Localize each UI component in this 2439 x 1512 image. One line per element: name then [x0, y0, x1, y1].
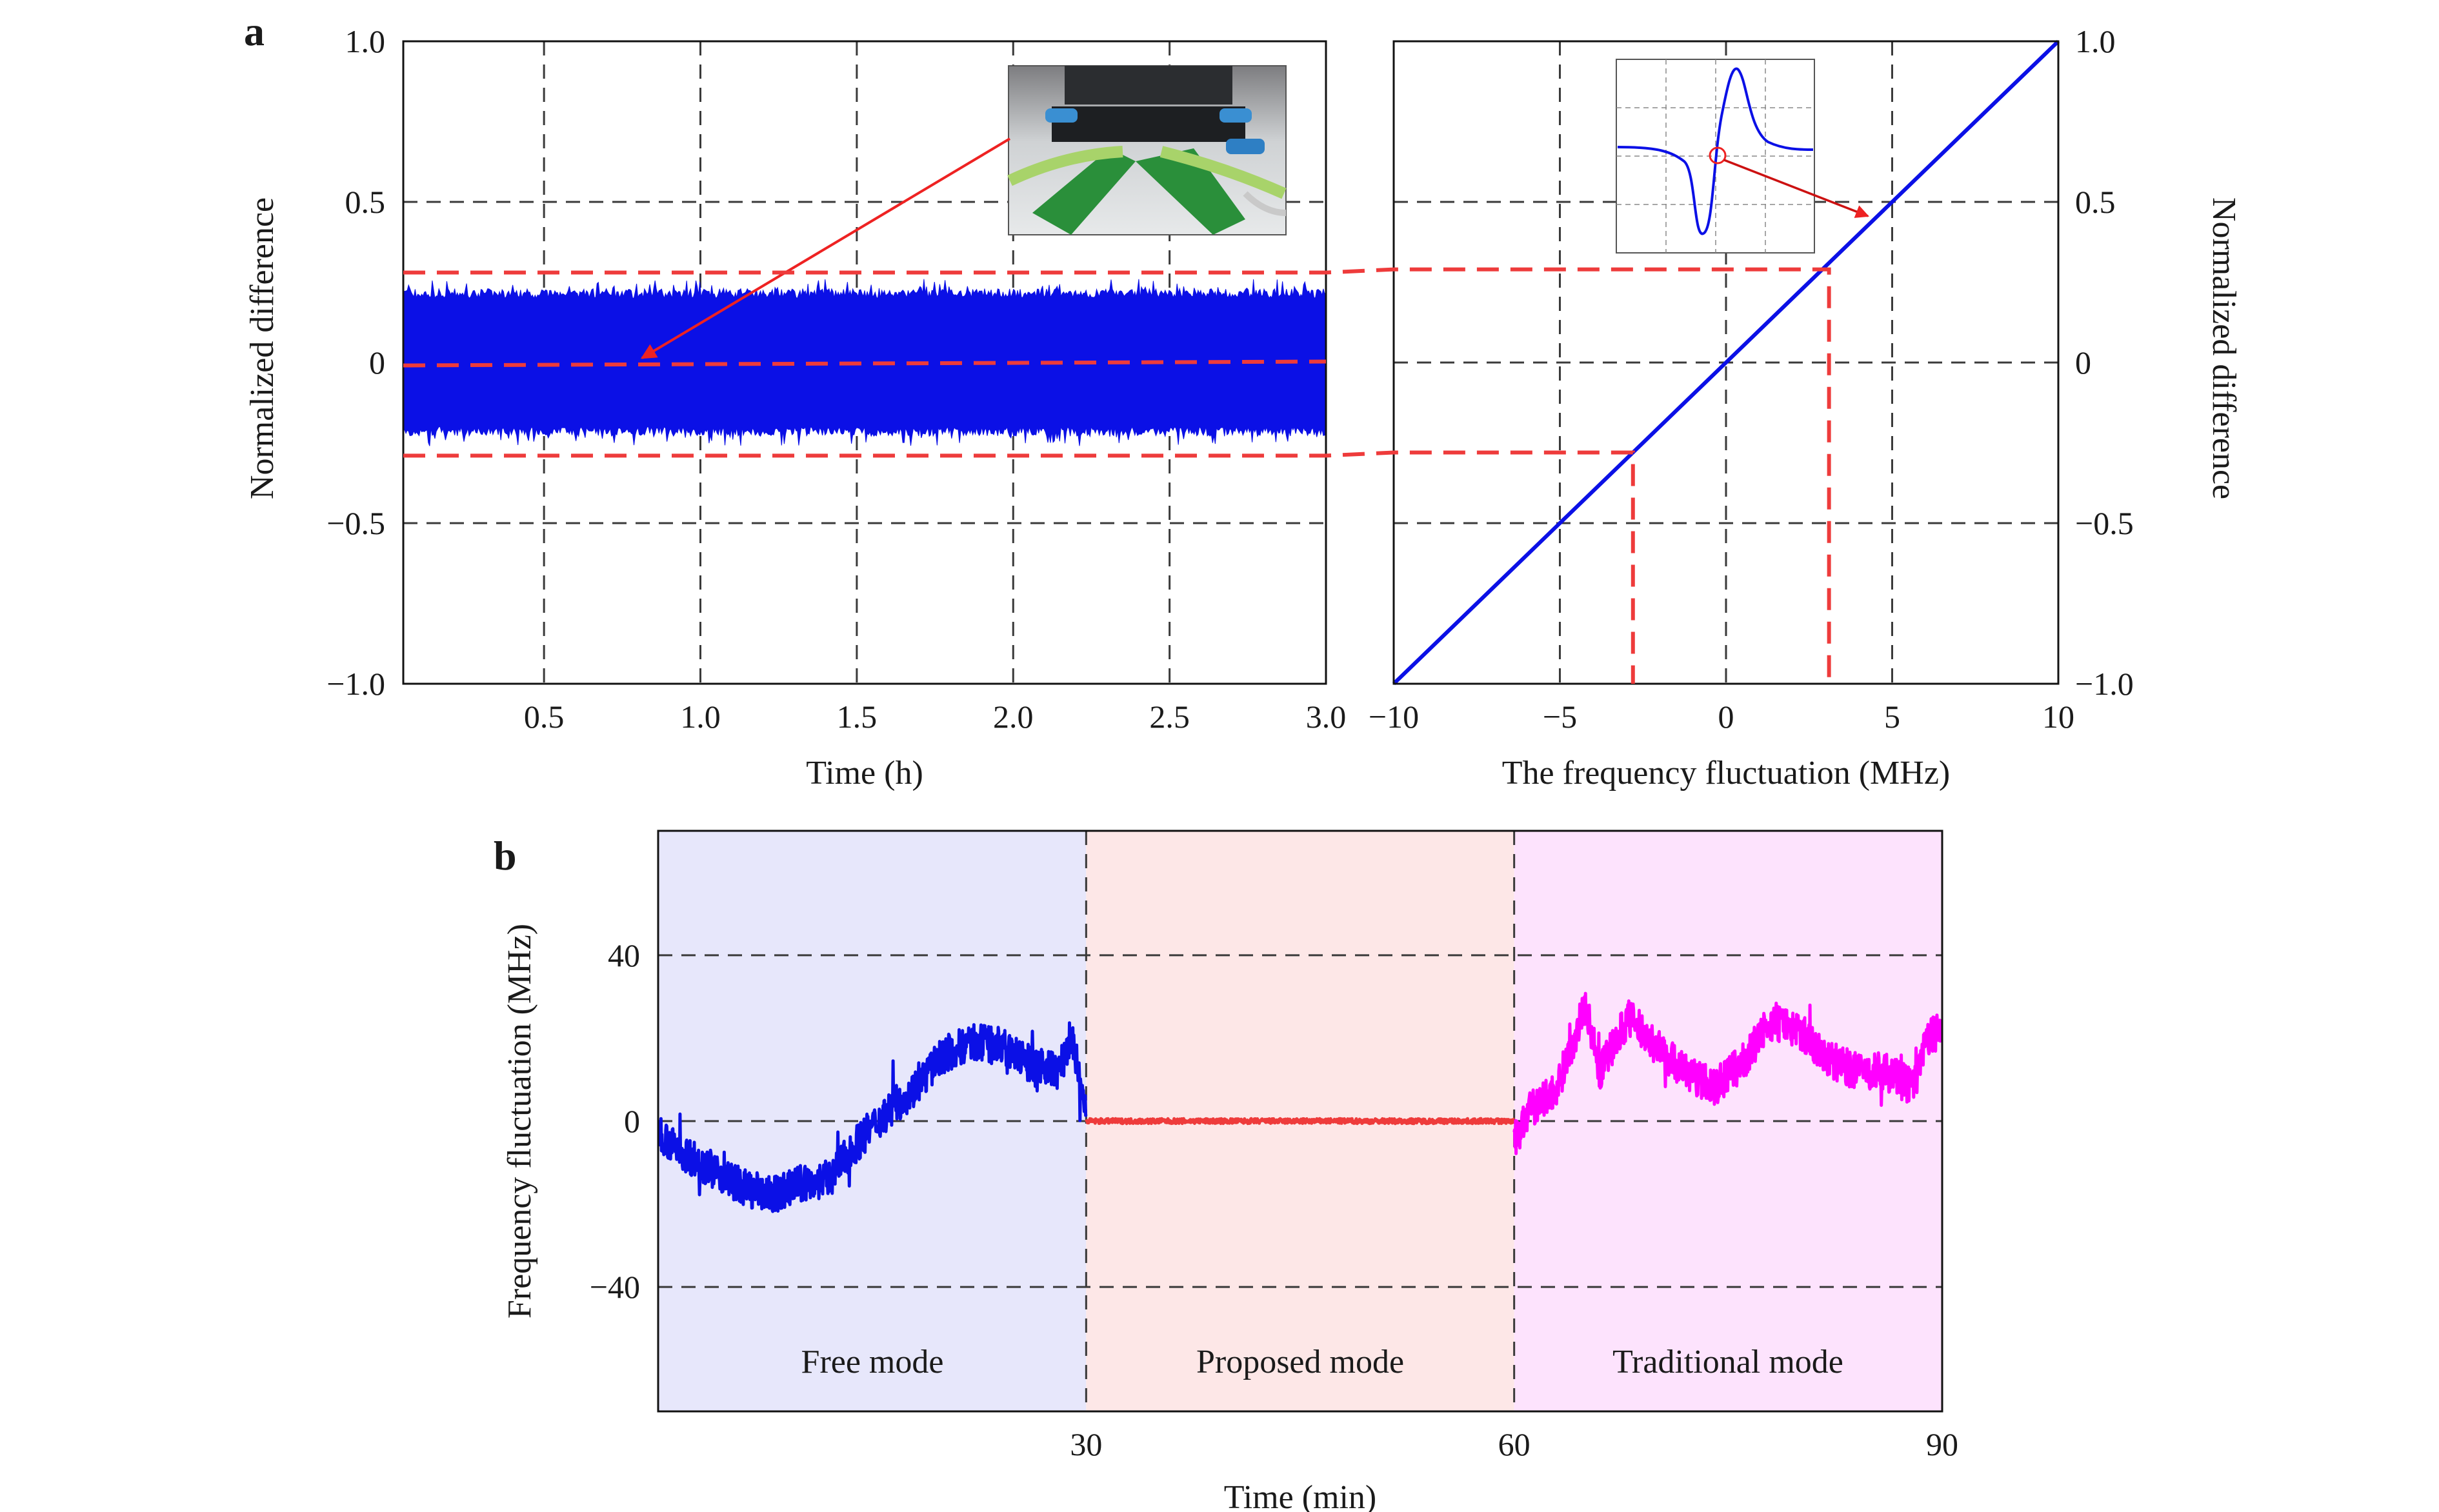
x-tick-label: 30: [1070, 1426, 1102, 1462]
traditional-mode-trace: [1512, 991, 1942, 1155]
x-tick-label: 2.5: [1149, 699, 1190, 735]
x-tick-label: 0.5: [524, 699, 565, 735]
x-tick-label: 90: [1926, 1426, 1958, 1462]
region-label-proposed: Proposed mode: [1196, 1344, 1404, 1380]
panel-a-label: a: [244, 8, 265, 54]
guide-lower: [403, 450, 1635, 684]
b-series: [658, 991, 1942, 1213]
a-right-inset-curve: [1616, 59, 1815, 254]
y-tick-label: 1.0: [345, 23, 386, 59]
region-label-free: Free mode: [801, 1344, 944, 1380]
y-tick-label: 0: [2075, 344, 2091, 381]
a-left-x-axis-label: Time (h): [806, 755, 923, 791]
chart-b: 30 60 90 40 0 −40 Free mode Proposed mode Tr…: [501, 830, 1958, 1512]
b-y-axis-label: Frequency fluctuation (MHz): [501, 924, 538, 1318]
y-tick-label: 1.0: [2075, 23, 2116, 59]
x-tick-label: 1.5: [837, 699, 878, 735]
y-tick-label: −1.0: [2075, 666, 2134, 702]
x-tick-label: 2.0: [993, 699, 1034, 735]
y-tick-label: 0: [369, 344, 385, 381]
chart-a-left: 0.5 1.0 1.5 2.0 2.5 3.0 1.0 0.5 0 −0.5 −1.0 Time …: [244, 23, 1346, 791]
y-tick-label: −40: [590, 1269, 640, 1305]
a-right-linear-response-line: [1392, 39, 2060, 686]
a-right-x-ticks: −10 −5 0 5 10: [1369, 699, 2074, 735]
y-tick-label: 0.5: [2075, 184, 2116, 220]
a-right-inset-arrow: [1723, 159, 1869, 218]
a-left-inset-arrow: [640, 137, 1011, 359]
y-tick-label: −0.5: [326, 505, 385, 541]
proposed-mode-trace: [1085, 1117, 1516, 1126]
a-left-y-axis-label: Normalized difference: [244, 197, 281, 499]
x-tick-label: 3.0: [1306, 699, 1347, 735]
b-plot-frame: [657, 830, 1943, 1413]
x-tick-label: −5: [1543, 699, 1577, 735]
b-y-ticks: 40 0 −40: [590, 937, 640, 1305]
a-right-y-ticks: 1.0 0.5 0 −0.5 −1.0: [2075, 23, 2134, 702]
x-tick-label: 1.0: [680, 699, 721, 735]
signal-band: [403, 279, 1326, 446]
x-tick-label: 5: [1884, 699, 1900, 735]
b-x-axis-label: Time (min): [1224, 1479, 1376, 1512]
x-tick-label: 60: [1498, 1426, 1531, 1462]
panel-b-label: b: [494, 833, 517, 879]
guide-zero: [403, 359, 1327, 368]
a-left-y-ticks: 1.0 0.5 0 −0.5 −1.0: [326, 23, 385, 702]
y-tick-label: −0.5: [2075, 505, 2134, 541]
region-label-traditional: Traditional mode: [1612, 1344, 1843, 1380]
a-left-signal-band: [403, 279, 1326, 446]
chart-a-right: −10 −5 0 5 10 1.0 0.5 0 −0.5 −1.0 The frequency …: [1369, 23, 2242, 791]
y-tick-label: 0: [624, 1103, 640, 1139]
y-tick-label: 0.5: [345, 184, 386, 220]
y-tick-label: 40: [608, 937, 640, 973]
x-tick-label: 0: [1718, 699, 1734, 735]
b-x-ticks: 30 60 90: [1070, 1426, 1958, 1462]
a-left-inset-photo: [1007, 65, 1287, 235]
a-right-x-axis-label: The frequency fluctuation (MHz): [1502, 755, 1950, 791]
a-right-plot-frame: [1392, 40, 2060, 685]
y-tick-label: −1.0: [326, 666, 385, 702]
a-left-x-ticks: 0.5 1.0 1.5 2.0 2.5 3.0: [524, 699, 1346, 735]
a-right-y-axis-label: Normalized difference: [2205, 197, 2242, 499]
guide-lines: [403, 267, 1831, 684]
free-mode-trace: [658, 1021, 1088, 1213]
guide-upper: [403, 267, 1831, 684]
x-tick-label: 10: [2042, 699, 2074, 735]
x-tick-label: −10: [1369, 699, 1419, 735]
